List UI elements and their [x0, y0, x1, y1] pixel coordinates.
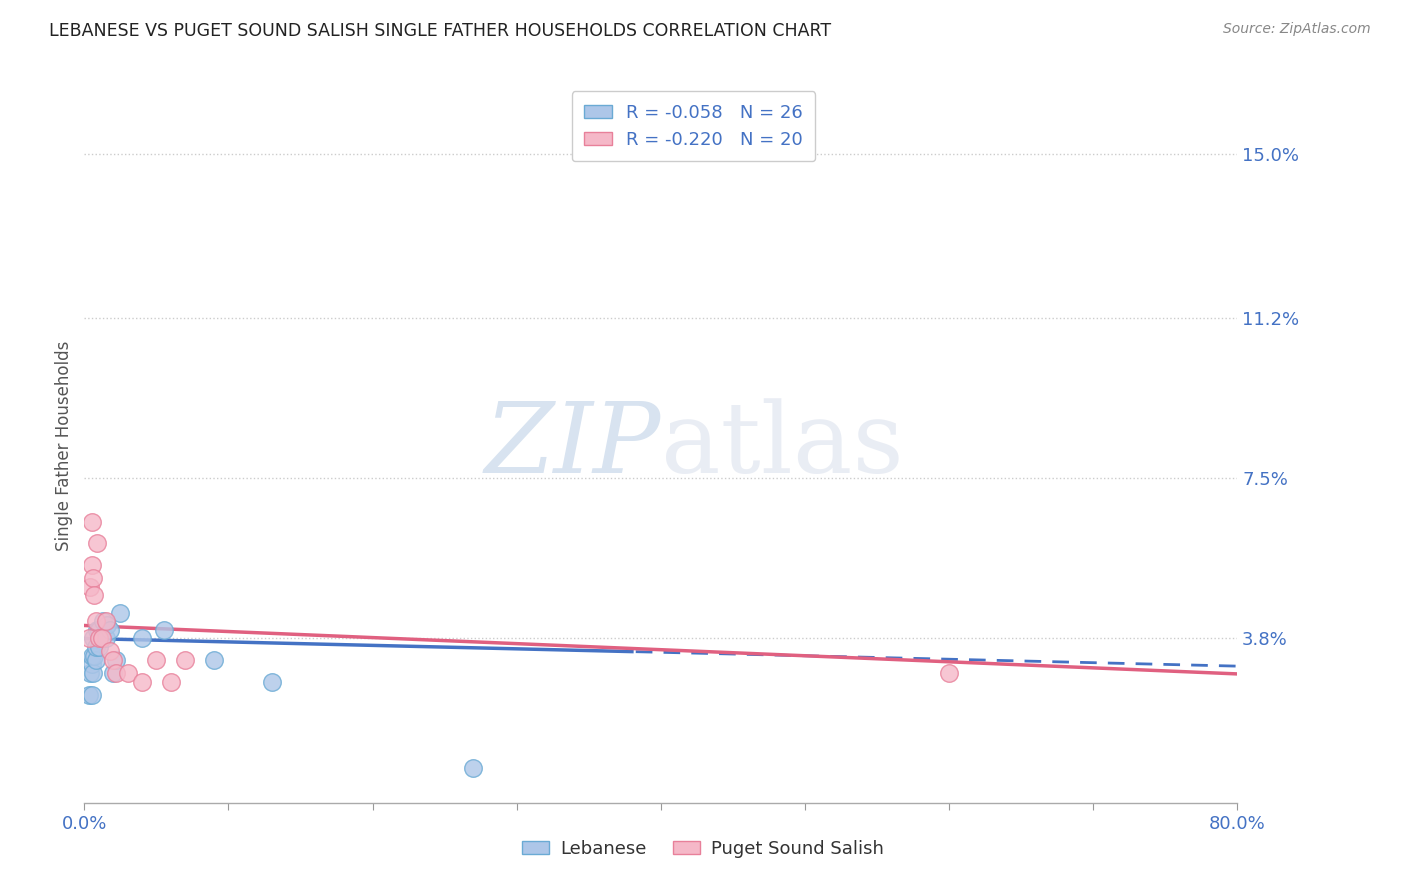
Point: [98, 623, 121, 637]
Point: [82, 571, 104, 585]
Legend: R = -0.058   N = 26, R = -0.220   N = 20: R = -0.058 N = 26, R = -0.220 N = 20: [572, 91, 815, 161]
Point: [79, 580, 101, 594]
Point: [84, 614, 107, 628]
Text: ZIP: ZIP: [485, 399, 661, 493]
Point: [94, 632, 117, 646]
Point: [80, 648, 103, 663]
Point: [131, 674, 153, 689]
Point: [105, 653, 128, 667]
Point: [260, 674, 283, 689]
Point: [463, 761, 485, 775]
Point: [90, 632, 112, 646]
Point: [174, 653, 197, 667]
Point: [131, 632, 153, 646]
Point: [84, 653, 107, 667]
Point: [80, 657, 103, 672]
Point: [91, 614, 114, 628]
Text: Source: ZipAtlas.com: Source: ZipAtlas.com: [1223, 22, 1371, 37]
Point: [79, 666, 101, 681]
Point: [110, 606, 132, 620]
Point: [84, 640, 107, 654]
Point: [86, 536, 108, 550]
Point: [83, 648, 105, 663]
Point: [77, 632, 100, 646]
Point: [938, 666, 960, 681]
Point: [117, 666, 139, 681]
Point: [86, 623, 108, 637]
Point: [87, 623, 110, 637]
Point: [145, 653, 167, 667]
Legend: Lebanese, Puget Sound Salish: Lebanese, Puget Sound Salish: [515, 833, 891, 865]
Point: [103, 666, 124, 681]
Point: [96, 618, 118, 632]
Point: [152, 623, 174, 637]
Point: [80, 515, 103, 529]
Text: LEBANESE VS PUGET SOUND SALISH SINGLE FATHER HOUSEHOLDS CORRELATION CHART: LEBANESE VS PUGET SOUND SALISH SINGLE FA…: [49, 22, 831, 40]
Y-axis label: Single Father Households: Single Father Households: [55, 341, 73, 551]
Point: [98, 644, 121, 658]
Point: [83, 588, 105, 602]
Point: [77, 688, 100, 702]
Point: [103, 653, 124, 667]
Point: [94, 614, 117, 628]
Point: [87, 640, 110, 654]
Point: [80, 688, 103, 702]
Point: [82, 632, 104, 646]
Point: [82, 666, 104, 681]
Point: [90, 632, 112, 646]
Point: [80, 558, 103, 572]
Point: [202, 653, 225, 667]
Point: [160, 674, 183, 689]
Text: atlas: atlas: [661, 398, 904, 494]
Point: [87, 632, 110, 646]
Point: [105, 666, 128, 681]
